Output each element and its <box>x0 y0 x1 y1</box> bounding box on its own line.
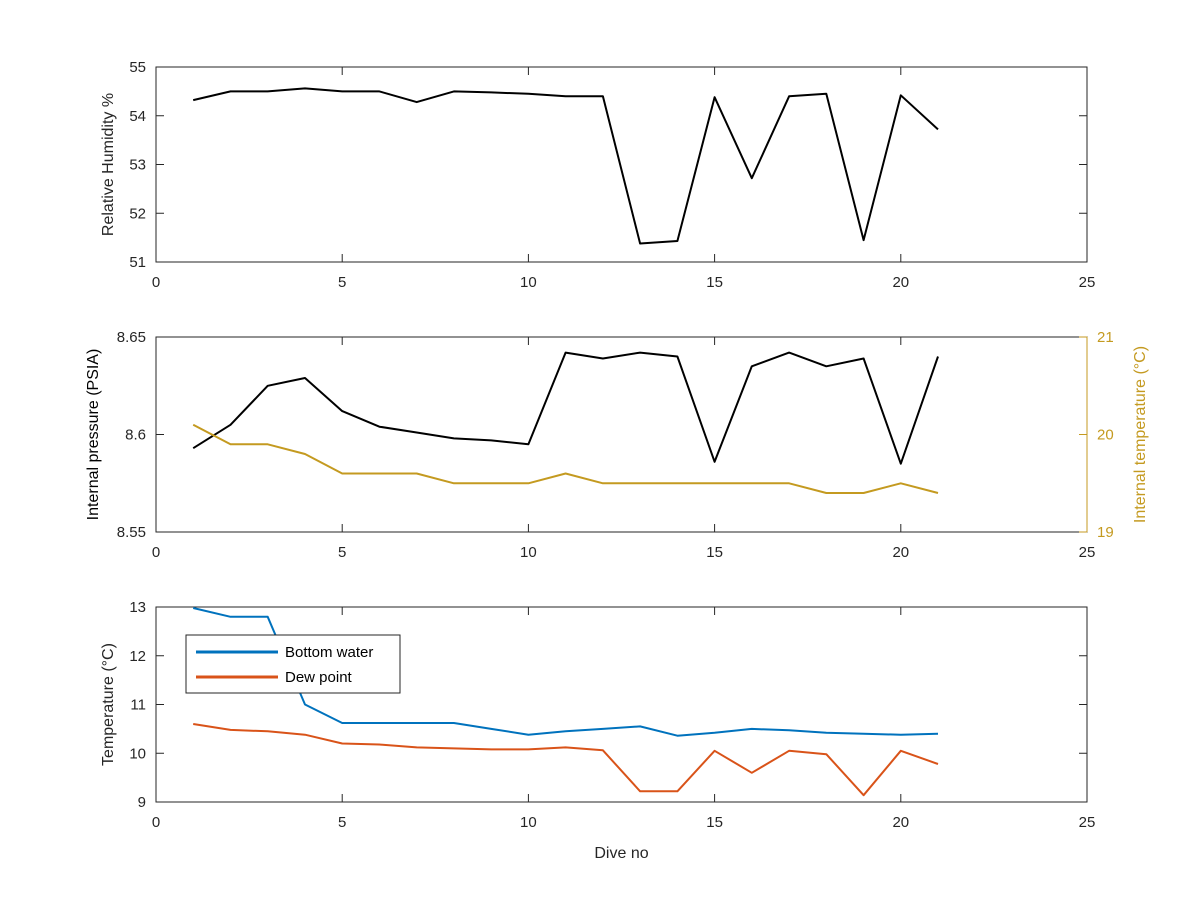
x-tick-label: 10 <box>520 814 537 831</box>
series-line-1 <box>192 351 939 465</box>
x-tick-label: 15 <box>706 544 723 561</box>
y-tick-label: 55 <box>129 59 146 76</box>
y2-tick-label: 21 <box>1097 329 1114 346</box>
x-tick-label: 25 <box>1079 814 1096 831</box>
x-tick-label: 20 <box>892 544 909 561</box>
y2-tick-label: 19 <box>1097 524 1114 541</box>
subplot-2: 0 5 10 15 20 25 8.55 8.6 8.65 19 20 21 Internal temp… <box>85 329 1149 561</box>
y2-axis-label: Internal temperature (°C) <box>1132 346 1149 523</box>
x-tick-label: 0 <box>152 274 160 291</box>
x-tick-label: 25 <box>1079 544 1096 561</box>
legend: Bottom water Dew point <box>185 634 401 694</box>
series-line-bottom-water <box>192 607 939 737</box>
legend-label-dew-point: Dew point <box>285 669 353 686</box>
y-axis-label: Temperature (°C) <box>100 643 117 766</box>
x-tick-label: 5 <box>338 544 346 561</box>
x-tick-label: 0 <box>152 814 160 831</box>
plot-area <box>155 336 1088 533</box>
y-tick-label: 8.65 <box>117 329 146 346</box>
x-tick-label: 0 <box>152 544 160 561</box>
x-tick-label: 20 <box>892 814 909 831</box>
y-tick-label: 52 <box>129 205 146 222</box>
y-axis-label: Relative Humidity % <box>100 93 117 236</box>
y2-tick-label: 20 <box>1097 427 1114 444</box>
x-tick-label: 25 <box>1079 274 1096 291</box>
y-tick-label: 54 <box>129 108 146 125</box>
legend-box <box>185 634 401 694</box>
x-tick-label: 10 <box>520 544 537 561</box>
x-tick-label: 5 <box>338 274 346 291</box>
y-tick-label: 11 <box>130 697 146 714</box>
y-tick-label: 8.6 <box>125 427 146 444</box>
y-tick-label: 10 <box>129 745 146 762</box>
x-tick-label: 15 <box>706 274 723 291</box>
plot-area <box>155 66 1088 263</box>
y-axis-label: Internal pressure (PSIA) <box>85 349 102 521</box>
x-tick-label: 20 <box>892 274 909 291</box>
x-tick-label: 10 <box>520 274 537 291</box>
y-tick-label: 9 <box>138 794 146 811</box>
y-tick-label: 51 <box>129 254 146 271</box>
x-axis-label: Dive no <box>594 845 648 862</box>
series-line-dew-point <box>193 723 939 797</box>
series-line-2 <box>192 423 939 494</box>
legend-label-bottom-water: Bottom water <box>285 644 373 661</box>
y-tick-label: 12 <box>129 648 146 665</box>
y-tick-label: 13 <box>129 599 146 616</box>
series-line-1 <box>192 87 939 245</box>
x-tick-label: 15 <box>706 814 723 831</box>
subplot-3: 0 5 10 15 20 25 9 10 11 12 13 Temperature (°C) Dive … <box>100 599 1095 862</box>
x-tick-label: 5 <box>338 814 346 831</box>
y-tick-label: 8.55 <box>117 524 146 541</box>
y-tick-label: 53 <box>129 157 146 174</box>
subplot-1: 0 5 10 15 20 25 51 52 53 54 55 Relative Humidity % <box>100 59 1095 291</box>
